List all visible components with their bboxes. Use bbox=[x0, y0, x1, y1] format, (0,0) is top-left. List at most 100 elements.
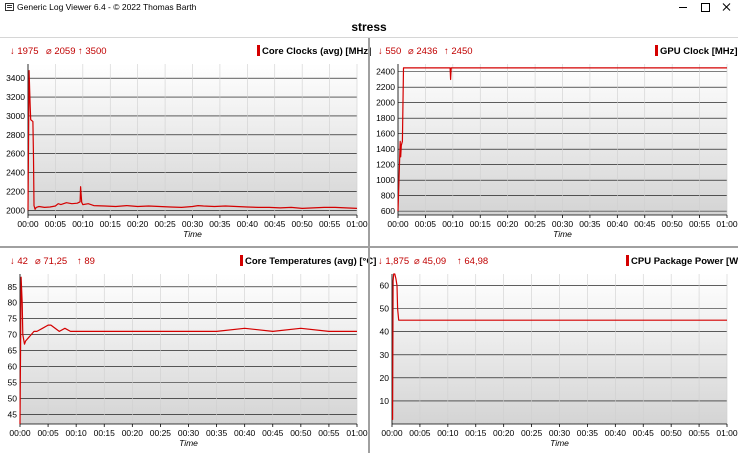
cpu-power-plot: 10 20 30 40 50 60 00:00 00:05 00:10 00:15 00:20 00:… bbox=[380, 273, 738, 448]
core-temps-y-tick-label: 75 bbox=[8, 314, 18, 324]
cpu-power-y-tick-label: 40 bbox=[380, 327, 390, 337]
gpu-clock-max-stat: ↑ 2450 bbox=[444, 46, 473, 57]
cpu-power-x-tick-label: 00:55 bbox=[688, 428, 710, 438]
core-clocks-x-tick-label: 00:55 bbox=[319, 219, 341, 229]
core-clocks-x-tick-label: 00:25 bbox=[154, 219, 176, 229]
core-temps-x-tick-label: 00:00 bbox=[9, 428, 31, 438]
gpu-clock-y-tick-label: 1000 bbox=[376, 175, 395, 185]
core-clocks-x-axis-label: Time bbox=[183, 229, 202, 239]
cpu-power-x-tick-label: 00:45 bbox=[633, 428, 655, 438]
cpu-power-x-tick-label: 00:05 bbox=[409, 428, 431, 438]
gpu-clock-x-tick-label: 00:05 bbox=[415, 219, 437, 229]
gpu-clock-y-tick-label: 600 bbox=[381, 206, 395, 216]
core-temps-y-tick-label: 45 bbox=[8, 409, 18, 419]
core-clocks-x-tick-label: 00:30 bbox=[182, 219, 204, 229]
cpu-power-x-tick-label: 00:00 bbox=[381, 428, 403, 438]
window-title: Generic Log Viewer 6.4 - © 2022 Thomas B… bbox=[17, 2, 197, 12]
core-clocks-avg-stat: ⌀ 2059 bbox=[46, 46, 76, 57]
core-temps-x-tick-label: 00:20 bbox=[122, 428, 144, 438]
gpu-clock-x-tick-label: 00:20 bbox=[497, 219, 519, 229]
gpu-clock-x-tick-label: 00:25 bbox=[524, 219, 546, 229]
cpu-power-x-tick-label: 00:30 bbox=[549, 428, 571, 438]
core-temps-x-tick-label: 01:00 bbox=[346, 428, 368, 438]
page-header: stress bbox=[0, 15, 738, 38]
gpu-clock-x-tick-label: 00:00 bbox=[387, 219, 409, 229]
gpu-clock-y-tick-label: 1200 bbox=[376, 160, 395, 170]
cpu-power-y-tick-label: 20 bbox=[380, 373, 390, 383]
gpu-clock-x-tick-label: 01:00 bbox=[716, 219, 738, 229]
core-clocks-y-tick-label: 2000 bbox=[6, 205, 25, 215]
gpu-clock-x-tick-label: 00:10 bbox=[442, 219, 464, 229]
gpu-clock-x-tick-label: 00:55 bbox=[689, 219, 711, 229]
core-temps-x-tick-label: 00:45 bbox=[262, 428, 284, 438]
cpu-power-max-stat: ↑ 64,98 bbox=[457, 256, 489, 267]
core-clocks-y-tick-label: 3200 bbox=[6, 92, 25, 102]
cpu-power-y-tick-label: 10 bbox=[380, 396, 390, 406]
cpu-power-y-tick-label: 30 bbox=[380, 350, 390, 360]
gpu-clock-y-tick-label: 800 bbox=[381, 191, 395, 201]
minimize-icon[interactable] bbox=[669, 0, 697, 15]
core-clocks-y-tick-label: 3400 bbox=[6, 73, 25, 83]
title-bar: Generic Log Viewer 6.4 - © 2022 Thomas B… bbox=[0, 0, 738, 15]
core-clocks-y-tick-label: 3000 bbox=[6, 111, 25, 121]
gpu-clock-min-stat: ↓ 550 bbox=[378, 46, 402, 57]
core-clocks-max-stat: ↑ 3500 bbox=[78, 46, 107, 57]
gpu-clock-y-tick-label: 1800 bbox=[376, 113, 395, 123]
core-temps-x-tick-label: 00:15 bbox=[94, 428, 116, 438]
core-temps-avg-stat: ⌀ 71,25 bbox=[35, 256, 68, 267]
cpu-power-x-tick-label: 00:50 bbox=[661, 428, 683, 438]
gpu-clock-x-tick-label: 00:15 bbox=[470, 219, 492, 229]
core-clocks-x-tick-label: 00:15 bbox=[100, 219, 122, 229]
core-temps-y-tick-label: 80 bbox=[8, 298, 18, 308]
core-temps-x-tick-label: 00:35 bbox=[206, 428, 228, 438]
core-temps-x-tick-label: 00:10 bbox=[66, 428, 88, 438]
gpu-clock-plot: 600 800 1000 1200 1400 1600 1800 2000 2200 2400 00… bbox=[376, 64, 738, 239]
log-viewer-icon bbox=[5, 3, 14, 11]
core-clocks-y-tick-label: 2800 bbox=[6, 130, 25, 140]
core-temps-x-tick-label: 00:25 bbox=[150, 428, 172, 438]
gpu-clock-series-line bbox=[397, 67, 727, 212]
cpu-power-x-tick-label: 00:35 bbox=[577, 428, 599, 438]
gpu-clock-x-tick-label: 00:50 bbox=[662, 219, 684, 229]
core-temps-y-tick-label: 85 bbox=[8, 282, 18, 292]
cpu-power-x-tick-label: 00:40 bbox=[605, 428, 627, 438]
cpu-power-x-tick-label: 00:10 bbox=[437, 428, 459, 438]
core-clocks-x-tick-label: 00:35 bbox=[209, 219, 231, 229]
core-clocks-x-tick-label: 00:20 bbox=[127, 219, 149, 229]
page-title: stress bbox=[351, 20, 387, 34]
cpu-power-avg-stat: ⌀ 45,09 bbox=[414, 256, 447, 267]
panel-divider-vertical bbox=[368, 38, 370, 453]
core-clocks-min-stat: ↓ 1975 bbox=[10, 46, 39, 57]
core-temps-plot: 45 50 55 60 65 70 75 80 85 00:00 00:05 00:10 00:15 00… bbox=[8, 274, 368, 448]
cpu-power-x-tick-label: 01:00 bbox=[716, 428, 738, 438]
gpu-clock-title: GPU Clock [MHz] bbox=[660, 46, 738, 57]
charts-area: 2000 2200 2400 2600 2800 3000 3200 3400 00:00 00:… bbox=[6, 64, 738, 448]
core-temps-y-tick-label: 70 bbox=[8, 330, 18, 340]
core-clocks-series-line bbox=[27, 69, 358, 211]
gpu-clock-x-axis-label: Time bbox=[553, 229, 572, 239]
cpu-power-legend-swatch bbox=[626, 255, 629, 266]
maximize-icon[interactable] bbox=[692, 0, 720, 15]
core-clocks-y-tick-label: 2400 bbox=[6, 168, 25, 178]
gpu-clock-x-tick-label: 00:35 bbox=[579, 219, 601, 229]
core-temps-y-tick-label: 65 bbox=[8, 346, 18, 356]
core-temps-y-tick-label: 60 bbox=[8, 362, 18, 372]
cpu-power-title: CPU Package Power [W] bbox=[631, 256, 738, 267]
cpu-power-x-axis-label: Time bbox=[550, 438, 569, 448]
core-temps-x-tick-label: 00:50 bbox=[290, 428, 312, 438]
core-clocks-x-tick-label: 01:00 bbox=[346, 219, 368, 229]
core-temps-y-tick-label: 55 bbox=[8, 378, 18, 388]
cpu-power-x-tick-label: 00:15 bbox=[465, 428, 487, 438]
cpu-power-series-line bbox=[392, 273, 727, 420]
gpu-clock-y-tick-label: 1400 bbox=[376, 144, 395, 154]
core-temps-y-tick-label: 50 bbox=[8, 393, 18, 403]
core-temps-x-tick-label: 00:05 bbox=[37, 428, 59, 438]
core-temps-legend-swatch bbox=[240, 255, 243, 266]
cpu-power-min-stat: ↓ 1,875 bbox=[378, 256, 410, 267]
close-icon[interactable] bbox=[713, 0, 738, 15]
core-temps-title: Core Temperatures (avg) [°C] bbox=[245, 256, 377, 267]
cpu-power-x-tick-label: 00:25 bbox=[521, 428, 543, 438]
gpu-clock-x-tick-label: 00:30 bbox=[552, 219, 574, 229]
core-temps-x-tick-label: 00:55 bbox=[318, 428, 340, 438]
core-clocks-x-tick-label: 00:50 bbox=[292, 219, 314, 229]
